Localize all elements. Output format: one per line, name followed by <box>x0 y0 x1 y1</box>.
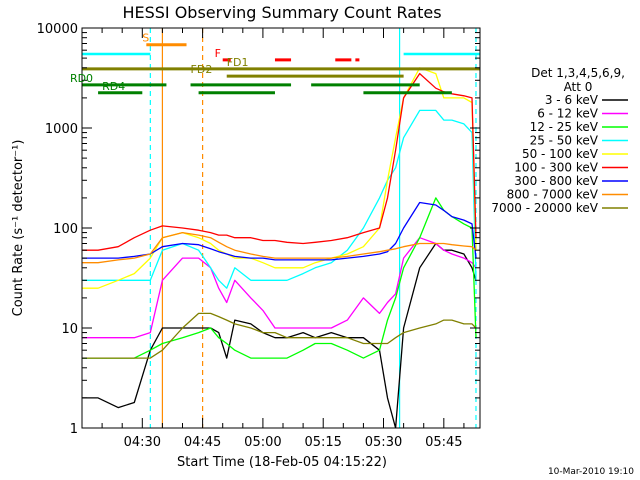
x-axis: 04:30 04:45 05:00 05:15 05:30 05:45 <box>81 28 465 450</box>
x-tick-label-5: 05:45 <box>425 435 462 450</box>
flag-label-f: F <box>215 47 221 60</box>
flag-label-fd2: FD2 <box>191 63 213 76</box>
y-tick-label-0: 1 <box>70 422 78 437</box>
y-axis: 1 10 100 1000 10000 <box>37 22 480 437</box>
x-axis-label: Start Time (18-Feb-05 04:15:22) <box>177 455 387 470</box>
series-line-5 <box>82 72 477 251</box>
x-tick-label-1: 04:45 <box>184 435 221 450</box>
flag-label-fd1: FD1 <box>227 56 249 69</box>
series-line-7 <box>82 231 477 264</box>
legend-label-6: 300 - 800 keV <box>514 174 598 188</box>
series-lines <box>82 67 477 428</box>
chart-title: HESSI Observing Summary Count Rates <box>122 3 441 22</box>
legend-title-line-1: Att 0 <box>564 80 593 94</box>
legend-label-2: 12 - 25 keV <box>530 120 599 134</box>
vertical-markers <box>149 28 477 428</box>
series-line-6 <box>82 201 477 261</box>
x-tick-label-4: 05:30 <box>365 435 402 450</box>
legend-title-line-0: Det 1,3,4,5,6,9, <box>531 66 625 80</box>
y-axis-label: Count Rate (s⁻¹ detector⁻¹) <box>11 140 26 317</box>
y-tick-label-3: 1000 <box>45 122 78 137</box>
legend-label-4: 50 - 100 keV <box>522 147 599 161</box>
legend-label-3: 25 - 50 keV <box>530 134 599 148</box>
plot-frame <box>81 27 481 429</box>
legend-label-0: 3 - 6 keV <box>545 93 599 107</box>
flag-label-rd0: RD0 <box>70 72 93 85</box>
y-tick-label-4: 10000 <box>37 22 78 37</box>
x-tick-label-3: 05:15 <box>304 435 341 450</box>
x-tick-label-2: 05:00 <box>244 435 281 450</box>
series-line-1 <box>82 237 477 339</box>
legend-label-5: 100 - 300 keV <box>514 161 598 175</box>
footer-timestamp: 10-Mar-2010 19:10 <box>548 467 634 477</box>
legend-label-8: 7000 - 20000 keV <box>491 201 598 215</box>
flag-label-s: S <box>142 32 149 45</box>
x-tick-label-0: 04:30 <box>124 435 161 450</box>
legend-label-1: 6 - 12 keV <box>537 107 599 121</box>
flag-bars <box>82 43 480 95</box>
legend-label-7: 800 - 7000 keV <box>507 188 599 202</box>
y-tick-label-2: 100 <box>53 222 78 237</box>
flag-label-rd4: RD4 <box>102 80 125 93</box>
series-line-8 <box>82 312 477 359</box>
series-line-3 <box>82 109 477 289</box>
y-tick-label-1: 10 <box>61 322 78 337</box>
series-line-0 <box>82 242 477 428</box>
